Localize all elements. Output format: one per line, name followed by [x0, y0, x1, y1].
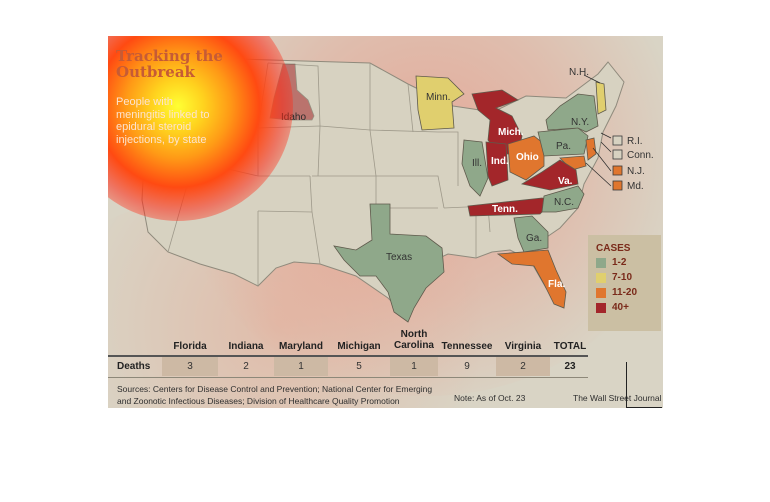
table-rule: [108, 377, 588, 378]
cases-legend: CASES 1-2 7-10 11-20 40+: [588, 235, 661, 331]
legend-swatch: [596, 303, 606, 313]
label-pennsylvania: Pa.: [556, 141, 571, 152]
state-minnesota[interactable]: [415, 75, 465, 131]
table-header-michigan: Michigan: [337, 341, 381, 352]
legend-label: 7-10: [612, 272, 633, 283]
table-cell: 2: [496, 357, 550, 376]
state-florida[interactable]: [496, 249, 567, 309]
state-north-carolina[interactable]: [541, 185, 585, 213]
crop-mark: [626, 362, 627, 408]
crop-mark: [626, 407, 662, 408]
legend-label: 1-2: [612, 257, 627, 268]
map-title: Tracking the Outbreak: [116, 47, 223, 81]
label-new-york: N.Y.: [571, 117, 589, 128]
label-texas: Texas: [386, 252, 412, 263]
table-row-label: Deaths: [117, 361, 151, 372]
state-new-jersey[interactable]: [585, 137, 597, 161]
label-north-carolina: N.C.: [554, 197, 574, 208]
state-ohio[interactable]: [507, 135, 545, 181]
map-graphic: Idaho Minn. Mich. Ill. Ind. Ohio N.Y. Pa…: [108, 36, 663, 408]
state-virginia[interactable]: [520, 159, 579, 191]
leader-lines: [583, 74, 612, 187]
table-header-virginia: Virginia: [504, 341, 542, 352]
table-cell: 3: [162, 357, 218, 376]
legend-label: 40+: [612, 302, 629, 313]
label-rhode-island: R.I.: [627, 136, 643, 147]
label-virginia: Va.: [558, 176, 573, 187]
label-illinois: Ill.: [472, 158, 482, 169]
table-header-maryland: Maryland: [279, 341, 323, 352]
table-header-indiana: Indiana: [228, 341, 264, 352]
legend-label: 11-20: [612, 287, 638, 298]
table-cell: 5: [356, 361, 362, 372]
legend-swatch: [596, 258, 606, 268]
legend-swatch: [596, 288, 606, 298]
note-text: Note: As of Oct. 23: [454, 393, 526, 403]
label-michigan: Mich.: [498, 127, 524, 138]
table-cell: 1: [274, 357, 328, 376]
label-maryland: Md.: [627, 181, 644, 192]
state-new-york[interactable]: [545, 93, 599, 133]
table-header-florida: Florida: [173, 341, 207, 352]
legend-swatch: [596, 273, 606, 283]
label-florida: Fla.: [548, 279, 565, 290]
map-subtitle: People with meningitis linked to epidura…: [116, 96, 210, 146]
label-indiana: Ind.: [491, 156, 509, 167]
table-header-total: TOTAL: [553, 341, 587, 352]
table-cell: 9: [464, 361, 470, 372]
label-idaho: Idaho: [281, 112, 306, 123]
state-illinois[interactable]: [461, 139, 489, 197]
label-tennessee: Tenn.: [492, 204, 518, 215]
label-new-hampshire: N.H.: [569, 67, 589, 78]
table-total-cell: 23: [564, 361, 576, 372]
state-new-hampshire[interactable]: [595, 81, 607, 115]
table-rule: [108, 355, 588, 357]
state-indiana[interactable]: [485, 141, 509, 187]
table-header-north-carolina: North Carolina: [393, 329, 434, 351]
label-connecticut: Conn.: [627, 150, 654, 161]
label-new-jersey: N.J.: [627, 166, 645, 177]
state-georgia[interactable]: [513, 215, 549, 253]
label-ohio: Ohio: [516, 152, 539, 163]
label-georgia: Ga.: [526, 233, 542, 244]
label-minnesota: Minn.: [426, 92, 450, 103]
state-texas[interactable]: [333, 203, 445, 323]
legend-title: CASES: [596, 243, 631, 254]
credit-text: The Wall Street Journal: [573, 393, 662, 403]
sources-text: Sources: Centers for Disease Control and…: [117, 384, 433, 406]
table-cell: 2: [243, 361, 249, 372]
table-cell: 1: [390, 357, 438, 376]
small-state-keys: [612, 135, 623, 191]
table-header-tennessee: Tennessee: [441, 341, 493, 352]
